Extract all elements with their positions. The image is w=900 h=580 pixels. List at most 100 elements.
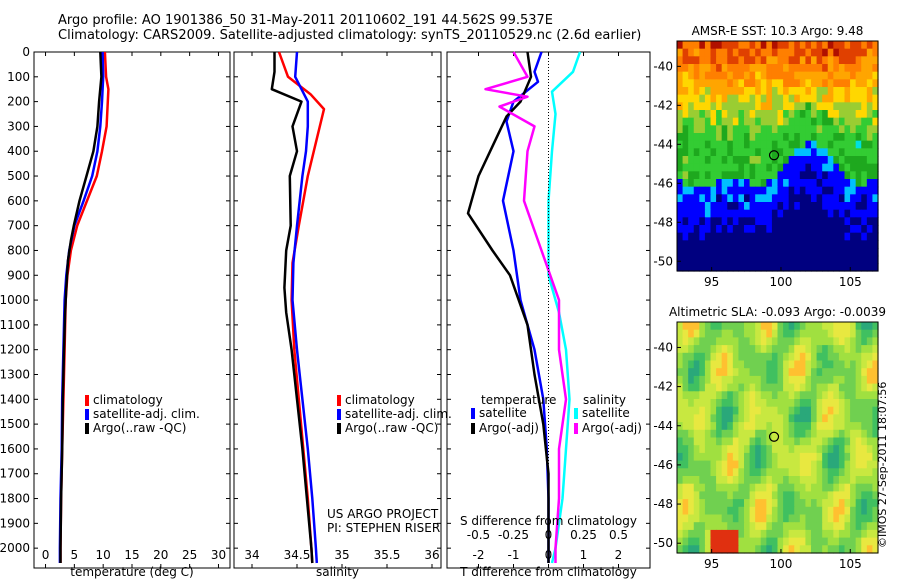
sst-map-cell xyxy=(788,148,795,157)
sst-map-cell xyxy=(850,110,857,119)
sst-map-cell xyxy=(816,94,823,103)
sst-map-cell xyxy=(688,248,695,257)
sst-map-cell xyxy=(788,202,795,211)
sst-map-cell xyxy=(716,148,723,157)
sst-map-cell xyxy=(738,79,745,88)
sst-map-cell xyxy=(799,148,807,157)
sst-map-cell xyxy=(788,71,795,80)
sst-map-cell xyxy=(744,71,751,80)
sst-map-cell xyxy=(766,79,773,88)
sst-map-cell xyxy=(738,148,745,157)
sst-map-cell xyxy=(688,133,695,142)
sst-map-cell xyxy=(738,94,745,103)
sla-map-cell xyxy=(727,483,734,492)
sst-map-cell xyxy=(716,171,723,180)
sst-map-cell xyxy=(872,202,879,211)
sla-map-cell xyxy=(872,476,879,485)
sst-map-cell xyxy=(688,163,695,172)
sla-map-cell xyxy=(833,322,840,331)
sla-map-cell xyxy=(721,476,728,485)
sla-map-cell xyxy=(844,391,851,400)
sst-map-cell xyxy=(822,133,829,142)
sla-map-cell xyxy=(777,360,784,369)
sst-map-cell xyxy=(682,171,689,180)
sla-map-cell xyxy=(844,337,851,346)
sla-map-cell xyxy=(816,476,823,485)
sla-map-cell xyxy=(811,383,818,392)
sla-map-cell xyxy=(861,476,868,485)
sla-map-cell xyxy=(755,368,762,377)
sst-map-cell xyxy=(866,94,874,103)
sla-map-cell xyxy=(861,383,868,392)
sla-map-cell xyxy=(827,422,834,431)
sst-map-cell xyxy=(855,87,862,96)
sst-map-cell xyxy=(771,79,779,88)
depth-tick-label: 600 xyxy=(7,194,30,208)
sst-map-cell xyxy=(677,102,684,111)
sst-map-cell xyxy=(732,171,740,180)
sst-map-cell xyxy=(688,148,695,157)
sst-map-cell xyxy=(771,64,779,73)
sla-map-cell xyxy=(866,345,874,354)
sst-map-cell xyxy=(749,56,756,65)
sla-map-cell xyxy=(710,545,717,554)
difference-legend-title-temperature: temperature xyxy=(481,393,556,407)
sla-map-cell xyxy=(855,452,862,462)
sst-map-cell xyxy=(716,202,723,211)
sla-map-cell xyxy=(755,537,762,546)
sla-map-cell xyxy=(738,522,745,531)
sst-map-cell xyxy=(755,56,762,65)
sla-map-cell xyxy=(704,360,712,369)
temperature-xtick-label: 25 xyxy=(182,548,197,562)
sst-map-cell xyxy=(771,117,779,126)
sla-map-cell xyxy=(699,537,706,546)
sst-map-cell xyxy=(727,248,734,257)
sst-map-cell xyxy=(682,148,689,157)
sst-map-cell xyxy=(811,71,818,80)
sst-map-cell xyxy=(783,117,790,126)
sst-map-cell xyxy=(704,163,712,172)
sla-map-cell xyxy=(838,483,846,492)
sst-map-cell xyxy=(861,202,868,211)
sst-map-cell xyxy=(693,163,700,172)
sla-map-cell xyxy=(738,345,745,354)
sst-map-cell xyxy=(794,102,801,111)
sst-map-cell xyxy=(855,125,862,134)
sst-map-cell xyxy=(760,64,767,73)
sla-map-cell xyxy=(710,452,717,462)
sst-map-cell xyxy=(693,202,700,211)
sla-map-cell xyxy=(766,483,773,492)
sst-map-cell xyxy=(816,148,823,157)
sla-map-cell xyxy=(777,506,784,516)
sst-map-cell xyxy=(872,255,879,264)
sla-map-cell xyxy=(755,406,762,415)
sst-map-cell xyxy=(755,102,762,111)
sla-map-cell xyxy=(744,537,751,546)
sst-map-cell xyxy=(794,117,801,126)
sla-map-cell xyxy=(872,437,879,446)
sst-map-cell xyxy=(693,240,700,249)
sst-map-cell xyxy=(805,94,812,103)
sla-map-cell xyxy=(727,506,734,516)
sst-map-cell xyxy=(744,248,751,257)
sst-map-cell xyxy=(682,71,689,80)
sst-map-cell xyxy=(816,56,823,65)
sst-map-cell xyxy=(783,125,790,134)
sst-map-cell xyxy=(866,248,874,257)
sla-map-cell xyxy=(766,514,773,523)
sst-map-cell xyxy=(710,41,717,50)
sla-map-cell xyxy=(811,360,818,369)
sst-map-cell xyxy=(777,186,784,195)
sst-map-cell xyxy=(693,79,700,88)
sla-map-cell xyxy=(866,499,874,508)
sla-map-cell xyxy=(799,537,807,546)
sst-map-cell xyxy=(738,125,745,134)
sst-map-cell xyxy=(866,240,874,249)
sst-map-cell xyxy=(872,94,879,103)
sla-map-cell xyxy=(788,514,795,523)
sst-map-cell xyxy=(838,232,846,241)
sla-map-cell xyxy=(721,460,728,469)
sla-map-cell xyxy=(811,437,818,446)
sst-map-cell xyxy=(811,194,818,203)
sla-map-cell xyxy=(794,514,801,523)
